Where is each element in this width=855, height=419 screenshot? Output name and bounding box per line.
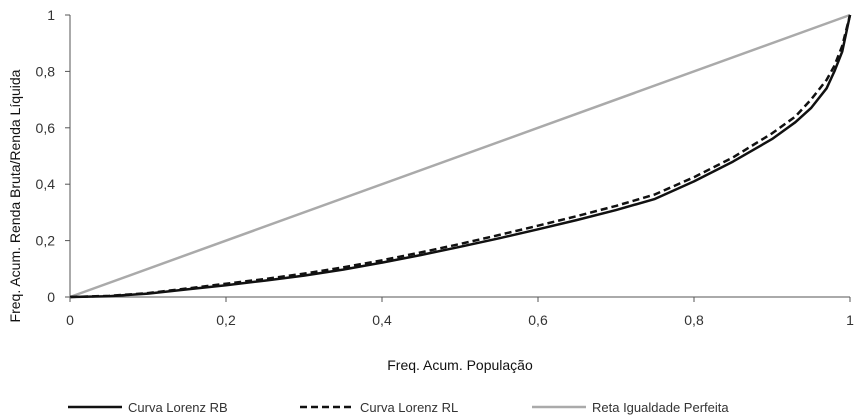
y-axis-title: Freq. Acum. Renda Bruta/Renda Líquida	[7, 69, 23, 322]
y-tick-label: 0,4	[36, 176, 56, 192]
y-tick-label: 0,2	[36, 233, 56, 249]
x-axis-ticks: 0 0,2 0,4 0,6 0,8 1	[66, 297, 854, 328]
y-tick-label: 1	[47, 7, 55, 23]
y-tick-label: 0	[47, 289, 55, 305]
x-tick-label: 0,2	[216, 312, 236, 328]
series-line-lorenz-rb	[69, 14, 852, 299]
legend: Curva Lorenz RB Curva Lorenz RL Reta Igual…	[68, 400, 729, 415]
y-tick-label: 0,6	[36, 120, 56, 136]
y-tick-label: 0,8	[36, 63, 56, 79]
series-line-lorenz-rl	[69, 14, 852, 299]
series-line-equality	[69, 13, 851, 299]
plot-area	[69, 13, 852, 299]
x-tick-label: 0,4	[372, 312, 392, 328]
legend-label: Curva Lorenz RL	[360, 400, 458, 415]
legend-label: Reta Igualdade Perfeita	[592, 400, 729, 415]
x-tick-label: 0,8	[684, 312, 704, 328]
x-axis-title: Freq. Acum. População	[387, 357, 533, 373]
x-tick-label: 1	[846, 312, 854, 328]
legend-label: Curva Lorenz RB	[128, 400, 228, 415]
x-tick-label: 0,6	[528, 312, 548, 328]
y-axis-ticks: 0 0,2 0,4 0,6 0,8 1	[36, 7, 70, 305]
x-tick-label: 0	[66, 312, 74, 328]
